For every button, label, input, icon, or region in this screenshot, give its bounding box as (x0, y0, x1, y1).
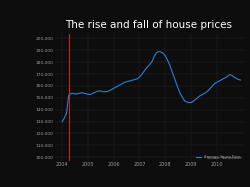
Title: The rise and fall of house prices: The rise and fall of house prices (65, 20, 232, 30)
Text: Source: Nationwide: Source: Nationwide (207, 156, 242, 160)
Legend: Average House Price: Average House Price (196, 155, 241, 159)
